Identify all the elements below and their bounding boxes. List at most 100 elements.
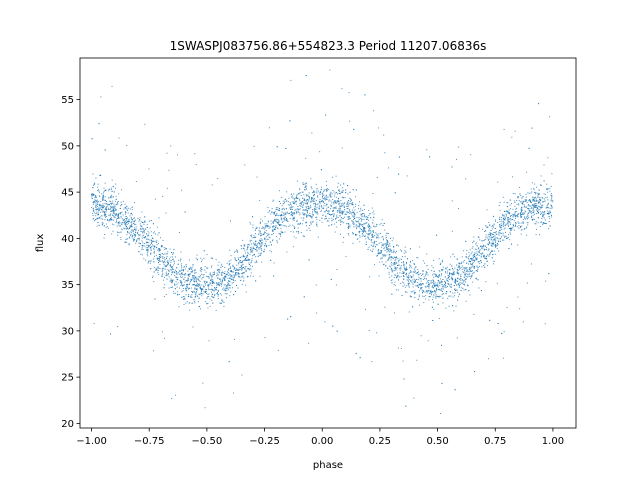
data-point [530,263,532,265]
data-point [216,272,218,274]
data-point [167,263,169,265]
data-point [285,208,287,210]
data-point [265,240,267,242]
data-point [419,284,421,286]
data-point [496,243,498,245]
data-point [394,252,396,254]
data-point [314,211,316,213]
data-point [371,234,373,236]
data-point [221,283,223,285]
data-point [180,258,182,260]
data-point [100,211,102,213]
data-point [546,213,548,215]
data-point [465,275,467,277]
data-point [511,203,513,205]
data-point [355,196,357,198]
data-point [158,273,160,275]
data-point [99,207,101,209]
data-point [465,178,467,180]
data-point [458,146,460,148]
data-point [356,211,358,213]
data-point [533,210,535,212]
data-point [312,220,314,222]
data-point [252,224,254,226]
data-point [280,235,282,237]
data-point [473,271,475,273]
data-point [247,259,249,261]
data-point [144,220,146,222]
data-point [320,210,322,212]
data-point [211,276,213,278]
data-point [447,283,449,285]
data-point [234,258,236,260]
data-point [239,269,241,271]
data-point [362,231,364,233]
data-point [453,271,455,273]
data-point [339,219,341,221]
data-point [184,276,186,278]
data-point [181,269,183,271]
data-point [184,268,186,270]
data-point [398,276,400,278]
data-point [134,217,136,219]
data-point [385,234,387,236]
data-point [312,211,313,213]
data-point [336,211,338,213]
data-point [329,196,331,198]
data-point [348,211,350,213]
data-point [488,242,490,244]
data-point [110,217,112,219]
data-point [342,197,344,199]
data-point [542,222,544,224]
data-point [530,215,532,217]
data-point [489,224,491,226]
data-point [440,295,442,297]
data-point [469,294,471,296]
data-point [280,213,282,215]
data-point [341,88,343,90]
data-point [376,332,378,334]
data-point [220,265,222,267]
data-point [228,268,230,270]
data-point [525,227,527,229]
data-point [157,266,159,268]
data-point [514,211,516,213]
data-point [368,214,370,216]
data-point [285,147,287,149]
data-point [548,212,550,214]
data-point [110,203,112,205]
data-point [417,274,419,276]
data-point [192,275,194,277]
data-point [253,235,255,237]
data-point [409,248,411,250]
data-point [425,298,427,300]
data-point [110,189,112,191]
data-point [302,235,304,237]
data-point [161,253,163,255]
data-point [110,213,112,215]
data-point [171,256,173,258]
data-point [514,216,516,218]
data-point [448,275,450,277]
data-point [348,216,350,218]
data-point [279,233,281,235]
data-point [236,260,238,262]
data-point [304,189,306,191]
data-point [151,242,153,244]
data-point [394,281,396,283]
data-point [160,244,162,246]
data-point [220,283,222,285]
data-point [328,217,330,219]
data-point [298,231,300,233]
data-point [499,226,501,228]
data-point [442,302,444,304]
data-point [392,237,394,239]
data-point [304,209,306,211]
data-point [207,296,209,298]
data-point [118,137,120,139]
data-point [182,284,184,286]
data-point [436,288,438,290]
data-point [267,235,269,237]
data-point [317,195,319,197]
data-point [392,257,394,259]
